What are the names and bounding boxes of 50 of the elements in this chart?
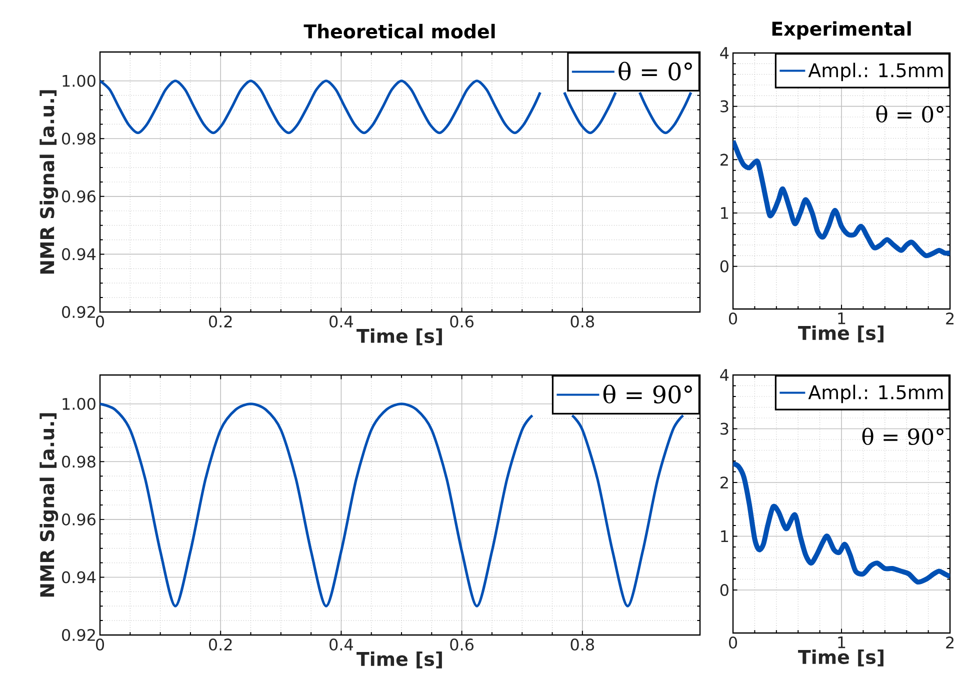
annotation: θ = 0° — [876, 105, 944, 123]
y-tick-label: 2 — [720, 476, 728, 488]
y-tick-label: 0.96 — [62, 513, 96, 526]
y-tick-label: 1 — [721, 207, 728, 219]
y-tick-label: 0 — [720, 584, 728, 596]
chart-title: Experimental — [772, 21, 911, 40]
annotation: θ = 90° — [862, 428, 944, 445]
x-axis-title: Time [s] — [798, 649, 884, 666]
y-tick-label: 0.94 — [62, 248, 96, 260]
x-tick-label: 0.6 — [450, 638, 474, 651]
line-series — [733, 461, 950, 584]
x-tick-label: 0.6 — [450, 316, 474, 328]
x-tick-label: 0.4 — [330, 316, 353, 328]
x-tick-label: 2 — [946, 312, 954, 324]
x-axis-title: Time [s] — [798, 325, 884, 342]
y-tick-label: 3 — [720, 100, 728, 112]
x-tick-label: 0 — [96, 316, 104, 328]
y-tick-label: 0.98 — [62, 456, 96, 468]
y-tick-label: 0.94 — [62, 571, 96, 584]
y-tick-label: 0.92 — [62, 628, 95, 642]
y-tick-label: 0.98 — [62, 132, 96, 145]
legend-label: θ = 90° — [603, 384, 692, 404]
line-series — [733, 138, 950, 258]
y-tick-label: 4 — [720, 369, 729, 381]
x-axis-title: Time [s] — [356, 328, 442, 346]
y-axis-title: NMR Signal [a.u.] — [40, 90, 58, 274]
y-tick-label: 0.92 — [62, 306, 95, 318]
x-tick-label: 0.8 — [570, 638, 594, 651]
y-tick-label: 0 — [720, 260, 728, 272]
y-tick-label: 0.96 — [62, 190, 96, 202]
y-tick-label: 1.00 — [62, 398, 96, 410]
x-tick-label: 0.2 — [208, 638, 232, 651]
x-axis-title: Time [s] — [356, 651, 442, 668]
x-tick-label: 0.8 — [570, 316, 594, 328]
y-tick-label: 4 — [720, 47, 729, 59]
x-tick-label: 1 — [838, 636, 846, 648]
chart-title: Theoretical model — [304, 24, 495, 39]
y-axis-title: NMR Signal [a.u.] — [40, 413, 58, 597]
x-tick-label: 0.2 — [208, 316, 232, 328]
x-tick-label: 2 — [946, 636, 954, 648]
x-tick-label: 0 — [96, 638, 104, 651]
y-tick-label: 1.00 — [62, 74, 96, 87]
x-tick-label: 1 — [838, 312, 846, 324]
legend-label: Ampl.: 1.5mm — [808, 62, 943, 82]
legend-label: Ampl.: 1.5mm — [808, 384, 943, 404]
x-tick-label: 0.4 — [330, 638, 353, 651]
legend-label: θ = 0° — [618, 62, 692, 81]
y-tick-label: 1 — [721, 530, 728, 542]
y-tick-label: 2 — [720, 154, 728, 166]
y-tick-label: 3 — [720, 422, 728, 435]
